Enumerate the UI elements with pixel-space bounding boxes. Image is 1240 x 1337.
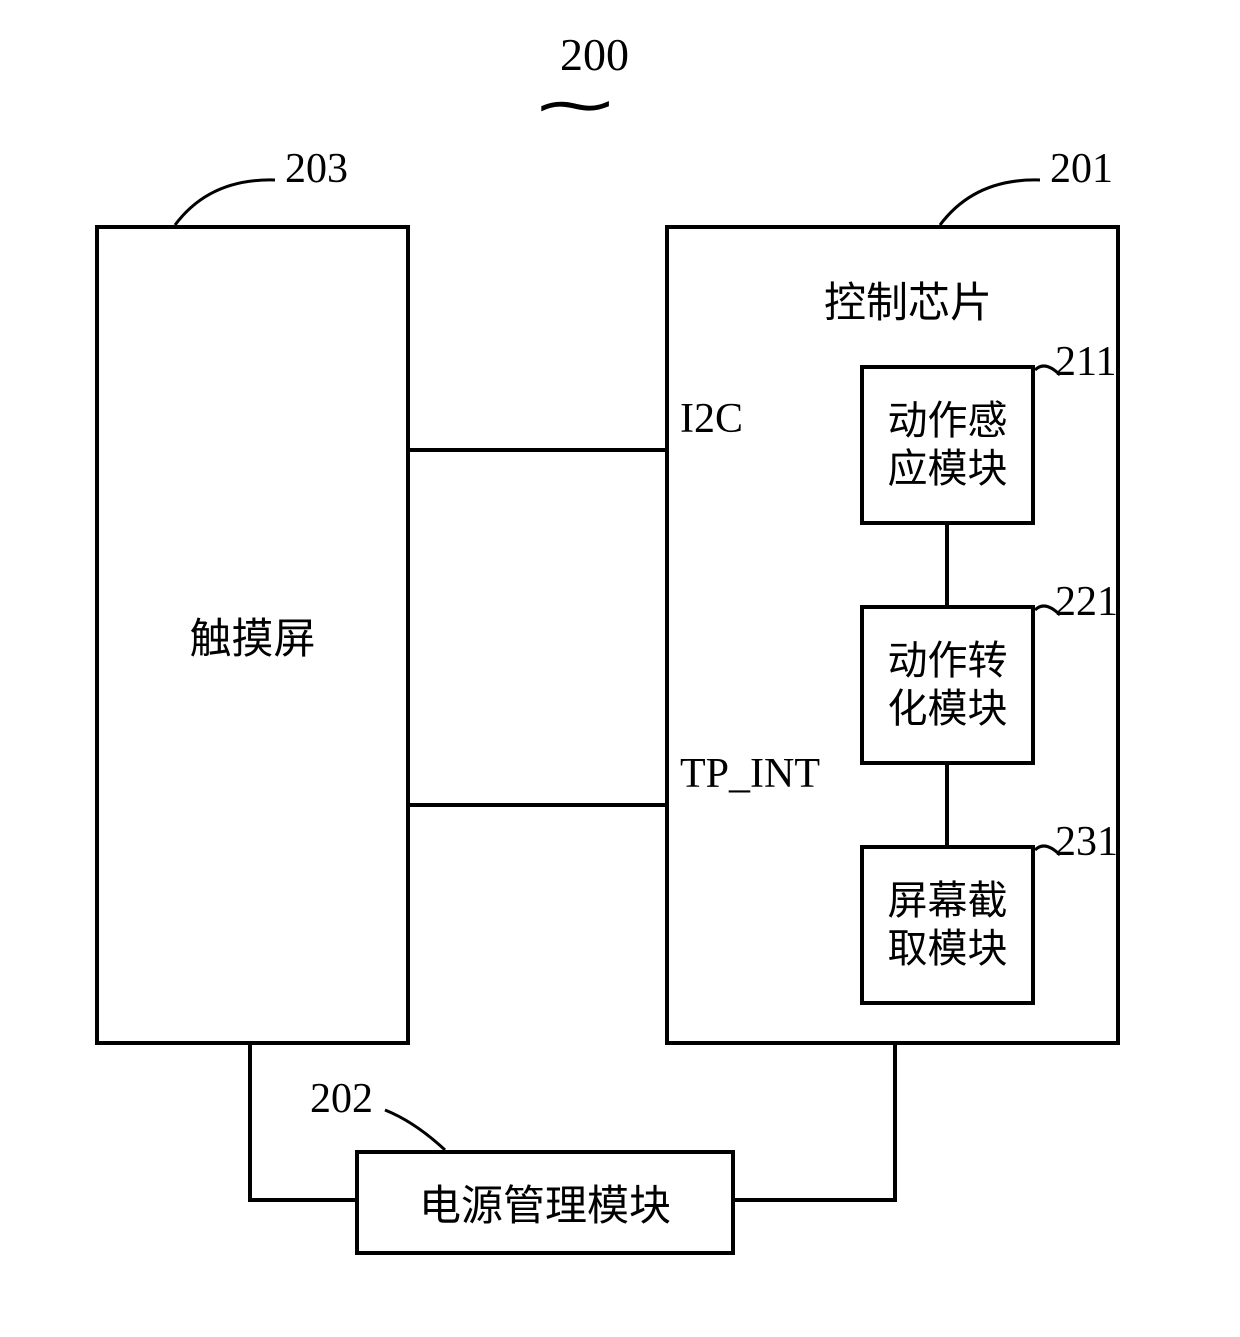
block-screen-cap: 屏幕截 取模块 [860, 845, 1035, 1005]
block-motion-sense-line1: 动作感 [888, 397, 1008, 445]
callout-203 [175, 180, 275, 225]
signal-tpint: TP_INT [680, 750, 820, 798]
block-touchscreen-label: 触摸屏 [189, 605, 315, 666]
ref-202: 202 [310, 1075, 373, 1123]
block-touchscreen: 触摸屏 [95, 225, 410, 1045]
line-chip-power [735, 1045, 895, 1200]
diagram-canvas: 200 ∼ 触摸屏 控制芯片 动作感 应模块 动作转 化模块 屏幕截 取模块 电… [0, 0, 1240, 1337]
ref-221: 221 [1055, 578, 1118, 626]
block-motion-conv-line1: 动作转 [888, 637, 1008, 685]
callout-202 [385, 1110, 445, 1150]
block-screen-cap-line1: 屏幕截 [888, 877, 1008, 925]
block-controlchip-title: 控制芯片 [824, 269, 992, 330]
ref-231: 231 [1055, 818, 1118, 866]
block-motion-sense-line2: 应模块 [888, 445, 1008, 493]
block-screen-cap-line2: 取模块 [888, 925, 1008, 973]
block-motion-sense: 动作感 应模块 [860, 365, 1035, 525]
block-motion-conv: 动作转 化模块 [860, 605, 1035, 765]
block-power: 电源管理模块 [355, 1150, 735, 1255]
ref-203: 203 [285, 145, 348, 193]
callout-201 [940, 180, 1040, 225]
ref-201: 201 [1050, 145, 1113, 193]
block-motion-conv-line2: 化模块 [888, 685, 1008, 733]
block-power-label: 电源管理模块 [419, 1172, 671, 1233]
figure-tilde: ∼ [530, 70, 621, 140]
signal-i2c: I2C [680, 395, 743, 443]
ref-211: 211 [1055, 338, 1116, 386]
